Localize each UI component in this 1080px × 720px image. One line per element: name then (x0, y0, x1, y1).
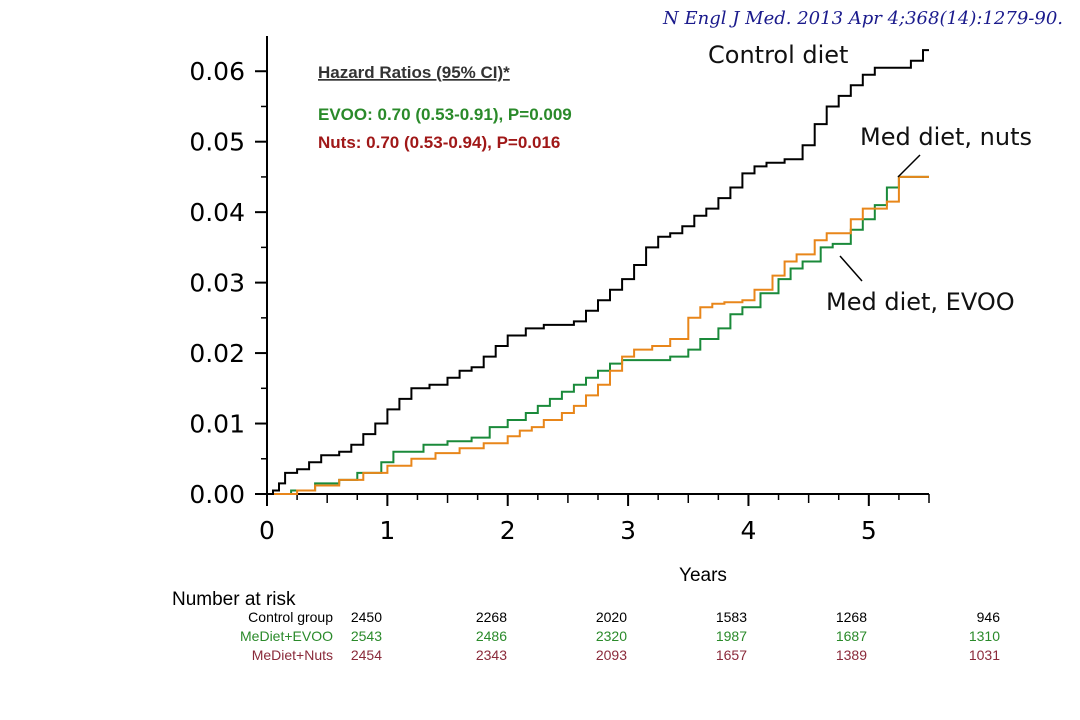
x-axis-title: Years (679, 565, 727, 586)
risk-value: 1031 (969, 647, 1000, 663)
x-tick-label: 3 (620, 516, 636, 545)
y-tick-label: 0.01 (189, 410, 245, 439)
series-line-med-diet-nuts (267, 175, 929, 495)
label-control-diet: Control diet (708, 41, 848, 69)
hazard-ratio-title: Hazard Ratios (95% CI)* (318, 63, 510, 82)
risk-value: 1583 (716, 609, 747, 625)
series-line-control-diet (267, 49, 929, 495)
x-tick-label: 1 (379, 516, 395, 545)
leader-line-evoo (839, 255, 863, 282)
y-tick-label: 0.05 (189, 128, 245, 157)
x-tick-label: 0 (259, 516, 275, 545)
risk-value: 1987 (716, 628, 747, 644)
risk-row-label: Control group (248, 609, 333, 625)
risk-row-label: MeDiet+EVOO (240, 628, 333, 644)
y-tick-label: 0.06 (189, 57, 245, 86)
y-tick-label: 0.03 (189, 269, 245, 298)
risk-value: 2450 (351, 609, 382, 625)
hazard-ratio-evoo: EVOO: 0.70 (0.53-0.91), P=0.009 (318, 105, 572, 124)
risk-row-label: MeDiet+Nuts (252, 647, 333, 663)
risk-value: 1268 (836, 609, 867, 625)
risk-value: 1687 (836, 628, 867, 644)
risk-value: 1657 (716, 647, 747, 663)
citation: N Engl J Med. 2013 Apr 4;368(14):1279-90… (662, 8, 1063, 29)
risk-value: 2268 (476, 609, 507, 625)
y-tick-label: 0.02 (189, 339, 245, 368)
y-tick-label: 0.00 (189, 480, 245, 509)
axes: 0.00 0.01 0.02 0.03 0.04 0.05 0.06 0 1 2 3 4 5 (189, 36, 930, 545)
label-med-diet-nuts: Med diet, nuts (860, 123, 1032, 151)
hazard-ratio-nuts: Nuts: 0.70 (0.53-0.94), P=0.016 (318, 133, 560, 152)
x-tick-label: 5 (861, 516, 877, 545)
risk-value: 1389 (836, 647, 867, 663)
risk-table: Number at risk Control group 2450 2268 2020… (172, 589, 1000, 663)
risk-value: 2343 (476, 647, 507, 663)
series-line-med-diet-evoo (267, 175, 929, 495)
leader-line-nuts (897, 154, 921, 178)
series-group (267, 49, 929, 495)
risk-value: 2486 (476, 628, 507, 644)
risk-value: 2543 (351, 628, 382, 644)
risk-table-rows: Control group 2450 2268 2020 1583 1268 946 MeDi… (240, 609, 1000, 663)
risk-value: 2454 (351, 647, 382, 663)
risk-value: 946 (977, 609, 1001, 625)
risk-value: 2020 (596, 609, 627, 625)
y-tick-label: 0.04 (189, 198, 245, 227)
hazard-ratio-box: Hazard Ratios (95% CI)* EVOO: 0.70 (0.53… (318, 63, 572, 152)
x-tick-label: 4 (741, 516, 757, 545)
risk-value: 2320 (596, 628, 627, 644)
risk-value: 1310 (969, 628, 1000, 644)
risk-table-title: Number at risk (172, 589, 296, 610)
risk-value: 2093 (596, 647, 627, 663)
label-med-diet-evoo: Med diet, EVOO (826, 288, 1015, 316)
x-tick-label: 2 (500, 516, 516, 545)
